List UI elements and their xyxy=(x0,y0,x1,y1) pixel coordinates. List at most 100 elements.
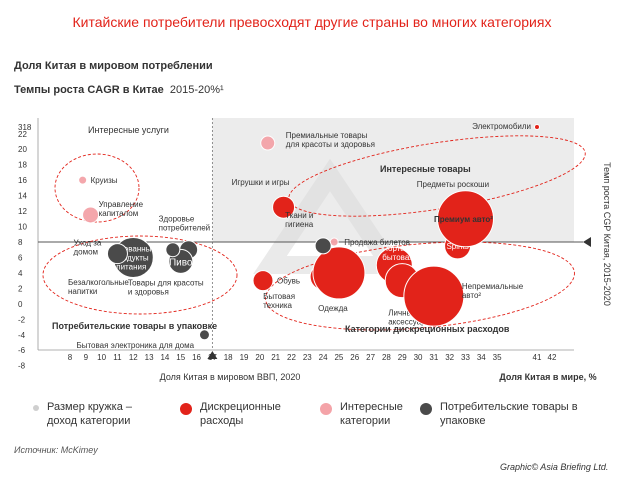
bubble-point xyxy=(198,329,210,341)
y-axis-label: Темп роста CGP Китая, 2015-2020 xyxy=(602,162,612,306)
x-tick-label: 31 xyxy=(429,353,438,362)
graphic-credit: Graphic© Asia Briefing Ltd. xyxy=(500,462,609,472)
y-tick-label: -8 xyxy=(18,362,26,371)
x-tick-label: 23 xyxy=(303,353,312,362)
bubble-label: Премиум авто² xyxy=(434,215,493,224)
legend-swatch xyxy=(420,403,432,415)
bubble-point xyxy=(260,135,276,151)
subtitle-share: Доля Китая в мировом потреблении xyxy=(14,60,213,72)
bubble-label: Уход за домом xyxy=(73,239,101,257)
bubble-label: Обувь xyxy=(277,277,300,286)
bubble-point xyxy=(534,124,540,130)
x-tick-label: 15 xyxy=(176,353,185,362)
x-tick-label: 42 xyxy=(548,353,557,362)
x-tick-label: 32 xyxy=(445,353,454,362)
x-reference-arrow xyxy=(207,351,218,359)
y-tick-label: -4 xyxy=(18,331,26,340)
bubble-label: Здоровье потребителей xyxy=(159,215,210,233)
y-tick-label: 10 xyxy=(18,223,27,232)
y-tick-label: 0 xyxy=(18,300,23,309)
x-tick-label: 30 xyxy=(414,353,423,362)
x-tick-label: 25 xyxy=(334,353,343,362)
legend-label: Дискреционные расходы xyxy=(200,401,281,427)
x-tick-label: 29 xyxy=(398,353,407,362)
x-tick-label: 22 xyxy=(287,353,296,362)
x-tick-label: 35 xyxy=(493,353,502,362)
bubble-point xyxy=(403,265,465,327)
bubble-label: Круизы xyxy=(91,176,118,185)
y-tick-label: 12 xyxy=(18,207,27,216)
bubble-label: Предметы роскоши xyxy=(417,180,489,189)
x-tick-label: 24 xyxy=(319,353,328,362)
bubble-point xyxy=(312,246,366,300)
x-tick-label: 8 xyxy=(68,353,73,362)
bubble-label: Премиальные товары для красоты и здоровья xyxy=(286,131,375,149)
x-tick-label: 17 xyxy=(208,353,217,362)
group-label: Интересные товары xyxy=(380,164,471,174)
bubble-label: Непремиальные авто² xyxy=(462,282,524,300)
y-tick-label: 22 xyxy=(18,130,27,139)
bubble-point xyxy=(272,195,296,219)
y-tick-label: 318 xyxy=(18,123,32,132)
x-tick-label: 14 xyxy=(160,353,169,362)
y-tick-label: 8 xyxy=(18,238,23,247)
bubble-point xyxy=(165,242,181,258)
x-tick-label: 20 xyxy=(255,353,264,362)
y-tick-label: 4 xyxy=(18,269,23,278)
x-tick-label: 10 xyxy=(97,353,106,362)
x-tick-label: 19 xyxy=(240,353,249,362)
subtitle-cagr-period: 2015-20%¹ xyxy=(169,84,224,96)
bubble-point xyxy=(82,206,100,224)
legend-swatch xyxy=(180,403,192,415)
x-reference-label: Доля Китая в мировом ВВП, 2020 xyxy=(160,372,301,382)
x-tick-label: 18 xyxy=(224,353,233,362)
bubble-label: Одежда xyxy=(318,304,348,313)
legend-item: Размер кружка – доход категории xyxy=(30,400,157,428)
x-tick-label: 13 xyxy=(145,353,154,362)
bubble-point xyxy=(78,175,88,185)
bubble-label: Игрушки и игры xyxy=(232,178,290,187)
x-tick-label: 34 xyxy=(477,353,486,362)
bubble-point xyxy=(252,270,274,292)
bubble-label: Личные аксессуары xyxy=(388,309,431,327)
bubble-point xyxy=(106,243,128,265)
bubble-label: Управление капиталом xyxy=(99,200,144,218)
legend-swatch xyxy=(320,403,332,415)
bubble-label: Бытовая техника xyxy=(263,292,295,310)
source-note: Источник: McKimey xyxy=(14,445,98,455)
bubble-label: Товары для красоты и здоровья xyxy=(128,279,204,297)
legend-swatch xyxy=(33,405,39,411)
legend-label: Размер кружка – доход категории xyxy=(47,401,132,427)
legend-label: Интересные категории xyxy=(340,401,403,427)
bubble-label: Продажа билетов xyxy=(344,238,410,247)
x-tick-label: 21 xyxy=(271,353,280,362)
bubble-label: Ткани и гигиена xyxy=(285,211,314,229)
legend-item: Интересные категории xyxy=(320,400,450,428)
y-tick-label: 20 xyxy=(18,145,27,154)
legend-item: Дискреционные расходы xyxy=(180,400,310,428)
x-axis-label: Доля Китая в мире, % xyxy=(499,372,596,382)
x-tick-label: 16 xyxy=(192,353,201,362)
chart-title: Китайские потребители превосходят другие… xyxy=(72,14,552,30)
y-tick-label: 16 xyxy=(18,176,27,185)
x-tick-label: 28 xyxy=(382,353,391,362)
x-tick-label: 11 xyxy=(113,353,122,362)
bubble-point xyxy=(314,237,332,255)
bubble-label: Spirits xyxy=(446,242,468,251)
legend-label: Потребительские товары в упаковке xyxy=(440,401,578,427)
group-label: Интересные услуги xyxy=(88,125,169,135)
y-tick-label: 2 xyxy=(18,284,23,293)
ellipse-interesting-services xyxy=(54,153,140,223)
bubble-label: Пиво xyxy=(169,257,193,268)
y-tick-label: 14 xyxy=(18,192,27,201)
x-tick-label: 41 xyxy=(533,353,542,362)
legend-item: Потребительские товары в упаковке xyxy=(420,400,580,428)
x-tick-label: 12 xyxy=(129,353,138,362)
group-label: Потребительские товары в упаковке xyxy=(52,321,217,331)
bubble-label-extra: Безалкогольные напитки xyxy=(68,278,129,296)
bubble-point xyxy=(437,190,494,248)
x-tick-label: 33 xyxy=(461,353,470,362)
bubble-label: Бытовая электроника для дома xyxy=(76,341,194,350)
